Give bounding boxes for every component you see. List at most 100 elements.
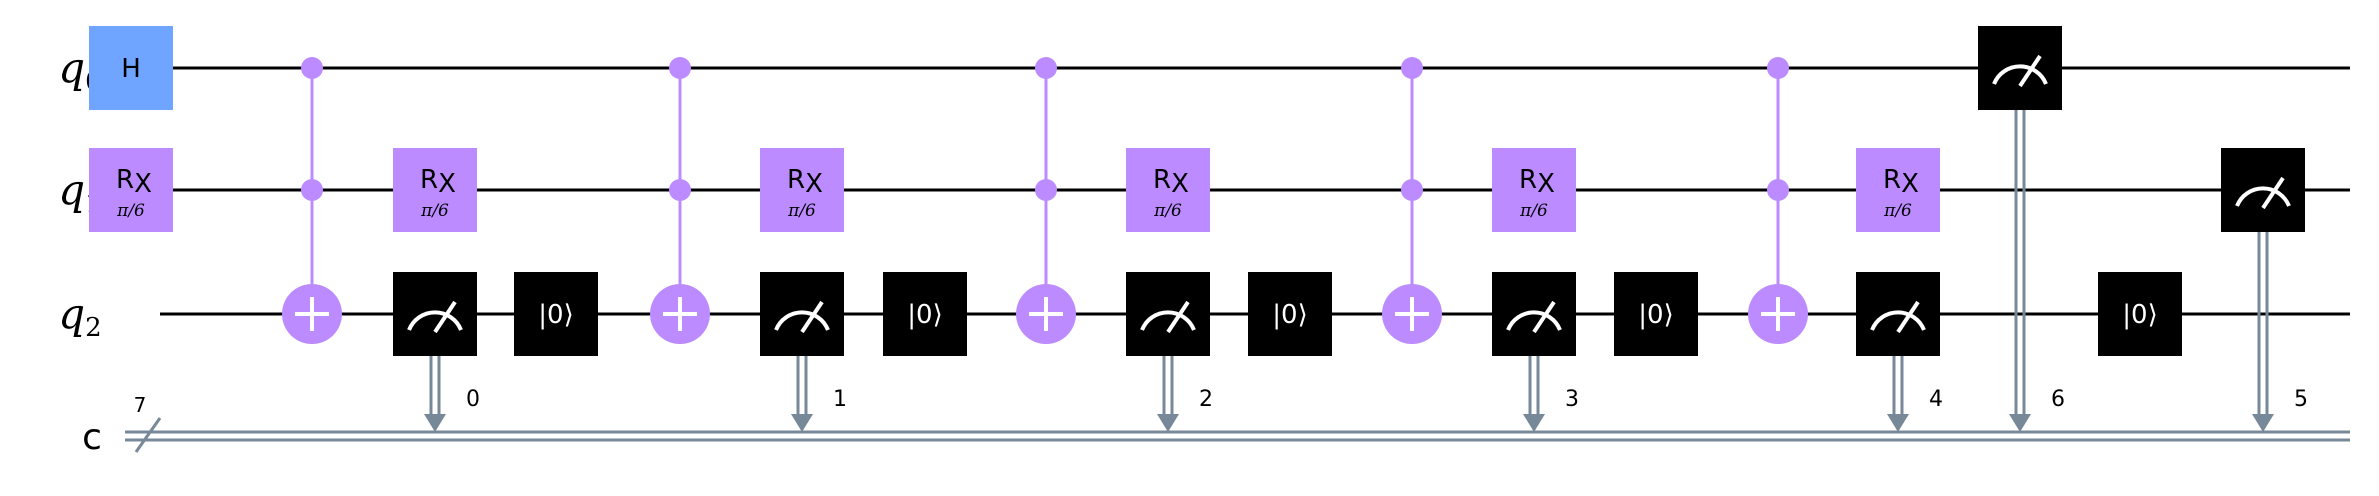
- classical-bit-label: 1: [833, 387, 847, 412]
- classical-bit-label: 2: [1199, 387, 1213, 412]
- measure-gate: 5: [2221, 148, 2308, 432]
- meter-needle: [1532, 300, 1556, 334]
- control-dot: [1035, 179, 1057, 201]
- measure-arrow-head: [2009, 414, 2031, 432]
- qubit-label-q2: q2: [58, 289, 101, 343]
- classical-wire: 7: [125, 393, 2350, 453]
- measure-arrow-head: [1523, 414, 1545, 432]
- rx-gate-parameter: π/6: [1519, 201, 1548, 221]
- rx-gate-box: [1126, 148, 1210, 232]
- classical-register-label: c: [82, 417, 102, 458]
- meter-arc: [1870, 310, 1926, 331]
- qubit-label-name: q: [58, 289, 85, 338]
- rx-gate-subscript: X: [438, 169, 456, 199]
- rx-gate-subscript: X: [805, 169, 823, 199]
- measure-arrow-head: [1887, 414, 1909, 432]
- operations: HR Xπ/6R Xπ/60|0⟩R Xπ/61|0⟩R Xπ/62|0⟩R Xπ/63|…: [89, 26, 2308, 432]
- rx-gate: R Xπ/6: [760, 148, 844, 232]
- rx-gate-box: [1492, 148, 1576, 232]
- meter-arc: [1506, 310, 1562, 331]
- classical-bit-label: 5: [2294, 387, 2308, 412]
- measure-arrow-head: [791, 414, 813, 432]
- control-dot: [1401, 179, 1423, 201]
- rx-gate: R Xπ/6: [1492, 148, 1576, 232]
- reset-box: [514, 272, 598, 356]
- rx-gate: R Xπ/6: [89, 148, 173, 232]
- rx-gate-box: [1856, 148, 1940, 232]
- rx-gate-label: R: [787, 165, 805, 195]
- rx-gate-subscript: X: [1171, 169, 1189, 199]
- measure-gate: 1: [760, 272, 847, 432]
- rx-gate-parameter: π/6: [116, 201, 145, 221]
- reset-label: |0⟩: [1272, 300, 1307, 330]
- toffoli-gate: [1016, 57, 1076, 344]
- rx-gate-box: [393, 148, 477, 232]
- control-dot: [301, 179, 323, 201]
- measure-arrow-head: [1157, 414, 1179, 432]
- meter-needle: [800, 300, 824, 334]
- reset-box: [1614, 272, 1698, 356]
- reset-box: [2098, 272, 2182, 356]
- toffoli-gate: [1382, 57, 1442, 344]
- h-gate-box: [89, 26, 173, 110]
- toffoli-gate: [1748, 57, 1808, 344]
- rx-gate: R Xπ/6: [393, 148, 477, 232]
- classical-bit-label: 3: [1565, 387, 1579, 412]
- classical-bit-label: 0: [466, 387, 480, 412]
- reset-gate: |0⟩: [514, 272, 598, 356]
- meter-needle: [433, 300, 457, 334]
- qubit-label-name: q: [58, 165, 85, 214]
- control-dot: [1035, 57, 1057, 79]
- reset-label: |0⟩: [2122, 300, 2157, 330]
- h-gate: H: [89, 26, 173, 110]
- measure-arrow-head: [424, 414, 446, 432]
- toffoli-gate: [282, 57, 342, 344]
- reset-gate: |0⟩: [1248, 272, 1332, 356]
- reset-label: |0⟩: [538, 300, 573, 330]
- control-dot: [301, 57, 323, 79]
- classical-bit-label: 6: [2051, 387, 2065, 412]
- toffoli-gate: [650, 57, 710, 344]
- measure-gate: 2: [1126, 272, 1213, 432]
- reset-box: [1248, 272, 1332, 356]
- measure-gate: 4: [1856, 272, 1943, 432]
- meter-arc: [774, 310, 830, 331]
- rx-gate-box: [89, 148, 173, 232]
- rx-gate-label: R: [420, 165, 438, 195]
- meter-arc: [2235, 186, 2291, 207]
- measure-gate: 6: [1978, 26, 2065, 432]
- control-dot: [669, 179, 691, 201]
- classical-bit-label: 4: [1929, 387, 1943, 412]
- reset-box: [883, 272, 967, 356]
- meter-needle: [1896, 300, 1920, 334]
- measure-gate: 3: [1492, 272, 1579, 432]
- rx-gate-parameter: π/6: [420, 201, 449, 221]
- rx-gate: R Xπ/6: [1126, 148, 1210, 232]
- control-dot: [1767, 179, 1789, 201]
- control-dot: [669, 57, 691, 79]
- control-dot: [1767, 57, 1789, 79]
- reset-gate: |0⟩: [2098, 272, 2182, 356]
- reset-gate: |0⟩: [883, 272, 967, 356]
- rx-gate-subscript: X: [134, 169, 152, 199]
- measure-gate: 0: [393, 272, 480, 432]
- rx-gate-label: R: [1883, 165, 1901, 195]
- control-dot: [1401, 57, 1423, 79]
- reset-gate: |0⟩: [1614, 272, 1698, 356]
- rx-gate-label: R: [1519, 165, 1537, 195]
- rx-gate-box: [760, 148, 844, 232]
- qubit-label-name: q: [58, 43, 85, 92]
- rx-gate-subscript: X: [1901, 169, 1919, 199]
- reset-label: |0⟩: [1638, 300, 1673, 330]
- measure-arrow-head: [2252, 414, 2274, 432]
- rx-gate-parameter: π/6: [787, 201, 816, 221]
- meter-needle: [1166, 300, 1190, 334]
- h-gate-label: H: [121, 54, 141, 84]
- rx-gate-parameter: π/6: [1883, 201, 1912, 221]
- rx-gate-subscript: X: [1537, 169, 1555, 199]
- register-size-label: 7: [134, 393, 147, 417]
- meter-needle: [2261, 176, 2285, 210]
- bundle-slash: [134, 417, 162, 453]
- meter-arc: [1140, 310, 1196, 331]
